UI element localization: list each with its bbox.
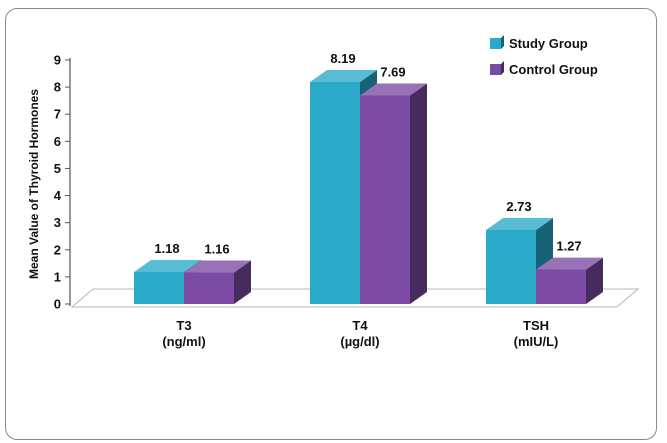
bar-study-group: [310, 82, 360, 304]
x-tick-sublabel: (µg/dl): [340, 334, 379, 349]
bar-study-group: [134, 272, 184, 304]
y-tick-label: 4: [54, 188, 62, 203]
y-axis-title: Mean Value of Thyroid Hormones: [27, 89, 41, 279]
x-tick-label: T4: [352, 318, 368, 333]
bar-control-group: [536, 270, 586, 304]
y-tick-label: 3: [54, 215, 61, 230]
data-label: 1.27: [556, 239, 581, 254]
y-tick-label: 0: [54, 297, 61, 312]
legend-label: Control Group: [509, 62, 598, 77]
x-tick-label: T3: [176, 318, 191, 333]
y-tick-label: 8: [54, 80, 61, 95]
data-label: 7.69: [380, 65, 405, 80]
bar-side: [410, 84, 427, 304]
y-tick-label: 2: [54, 242, 61, 257]
y-tick-label: 7: [54, 107, 61, 122]
legend-swatch: [490, 38, 501, 49]
data-label: 1.18: [154, 241, 179, 256]
data-label: 8.19: [330, 51, 355, 66]
y-tick-label: 1: [54, 269, 61, 284]
legend-swatch: [490, 64, 501, 75]
data-label: 1.16: [204, 242, 229, 257]
x-tick-label: TSH: [523, 318, 549, 333]
legend-swatch-side: [501, 61, 504, 75]
bar-study-group: [486, 230, 536, 304]
y-tick-label: 9: [54, 53, 61, 68]
bar-control-group: [184, 273, 234, 304]
y-tick-label: 5: [54, 161, 61, 176]
data-label: 2.73: [506, 199, 531, 214]
x-tick-sublabel: (mIU/L): [514, 334, 559, 349]
legend-swatch-side: [501, 35, 504, 49]
y-tick-label: 6: [54, 134, 61, 149]
legend-label: Study Group: [509, 36, 588, 51]
bar-control-group: [360, 96, 410, 304]
x-tick-sublabel: (ng/ml): [162, 334, 205, 349]
